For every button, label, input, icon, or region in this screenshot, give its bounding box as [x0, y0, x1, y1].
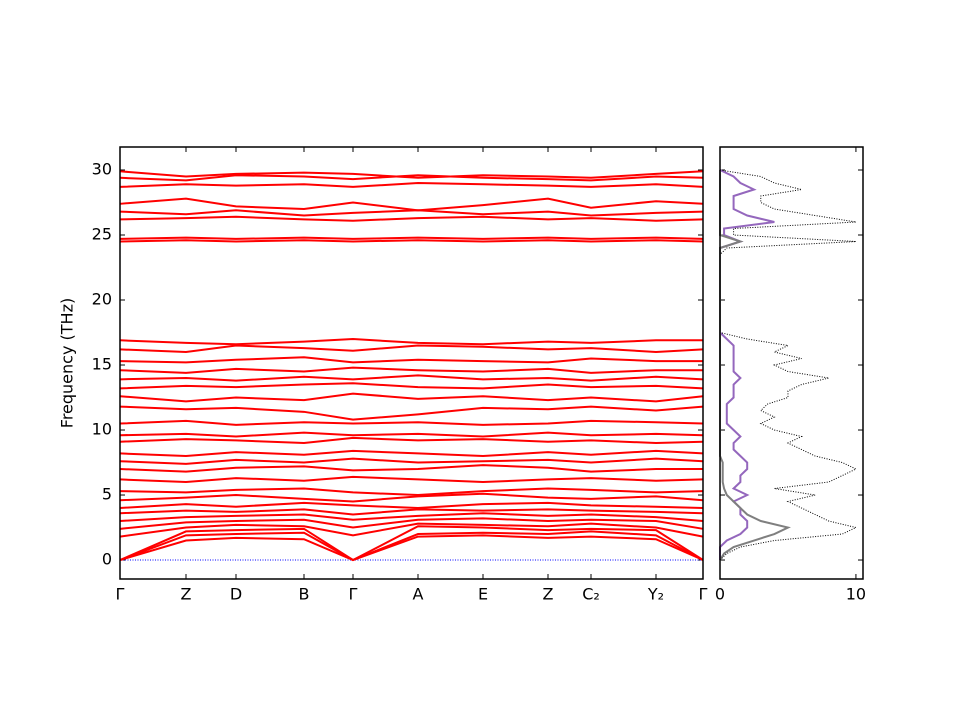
band — [119, 405, 704, 421]
band — [119, 174, 704, 182]
dos-line — [719, 169, 775, 561]
band — [119, 374, 704, 382]
band — [119, 534, 704, 562]
band — [119, 517, 704, 530]
band — [119, 501, 704, 510]
x-tick-label: A — [413, 585, 424, 604]
band — [119, 170, 704, 179]
axes-frame — [719, 146, 864, 580]
band — [119, 522, 704, 538]
band — [119, 182, 704, 188]
axes-frame — [119, 146, 704, 580]
band — [119, 512, 704, 523]
band — [119, 436, 704, 445]
band — [119, 530, 704, 562]
band — [119, 239, 704, 243]
x-tick-label: Γ — [699, 585, 708, 604]
y-tick-label: 0 — [102, 550, 112, 569]
x-tick-label: 10 — [846, 585, 866, 604]
y-tick-label: 30 — [92, 160, 112, 179]
band — [119, 392, 704, 403]
y-axis-label: Frequency (THz) — [58, 298, 77, 428]
x-tick-label: 0 — [715, 585, 725, 604]
band — [119, 197, 704, 212]
band — [119, 209, 704, 217]
band — [119, 431, 704, 438]
y-tick-label: 25 — [92, 225, 112, 244]
x-tick-label: D — [230, 585, 242, 604]
y-tick-label: 15 — [92, 355, 112, 374]
band — [119, 419, 704, 426]
x-tick-label: B — [299, 585, 310, 604]
band — [119, 356, 703, 364]
band — [119, 236, 704, 240]
band — [119, 525, 704, 562]
dos-line — [719, 169, 858, 561]
x-tick-label: E — [478, 585, 488, 604]
band — [119, 215, 704, 222]
x-tick-label: C₂ — [582, 585, 600, 604]
x-tick-label: Y₂ — [647, 585, 664, 604]
x-tick-label: Z — [181, 585, 192, 604]
band — [119, 338, 703, 346]
x-tick-label: Γ — [349, 585, 358, 604]
band — [119, 464, 703, 473]
y-tick-label: 10 — [92, 420, 112, 439]
band — [119, 492, 704, 503]
band — [119, 457, 704, 465]
band — [119, 382, 704, 390]
band — [119, 475, 704, 484]
y-tick-label: 5 — [102, 485, 112, 504]
band — [119, 487, 704, 497]
band — [119, 366, 703, 374]
x-tick-label: Z — [543, 585, 554, 604]
x-tick-label: Γ — [116, 585, 125, 604]
band — [119, 449, 704, 458]
band — [119, 344, 704, 354]
y-tick-label: 20 — [92, 290, 112, 309]
band — [119, 508, 704, 516]
